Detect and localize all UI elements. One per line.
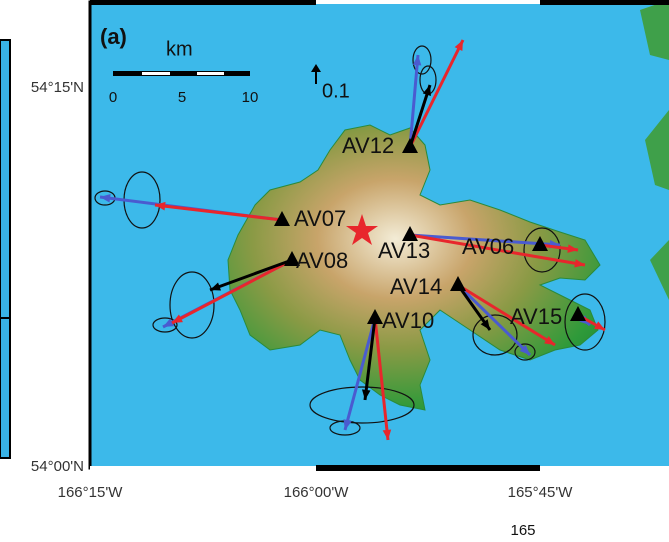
station-label: AV15 <box>510 304 562 329</box>
scale-tick: 5 <box>178 89 186 106</box>
station-label: AV12 <box>342 133 394 158</box>
figure: (a) km 0 5 10 0.1 54°15'N 54°00'N 166°15… <box>0 0 669 542</box>
scale-tick: 0 <box>109 89 117 106</box>
page-number: 165 <box>510 522 535 539</box>
scale-tick: 10 <box>242 89 259 106</box>
station-label: AV06 <box>462 234 514 259</box>
scale-unit: km <box>166 38 193 60</box>
station-label: AV10 <box>382 308 434 333</box>
reference-vector: 0.1 <box>322 80 350 102</box>
lat-label: 54°15'N <box>31 79 84 96</box>
lat-label: 54°00'N <box>31 458 84 475</box>
station-label: AV08 <box>296 248 348 273</box>
lon-label: 166°15'W <box>58 484 124 501</box>
station-label: AV13 <box>378 238 430 263</box>
scale-bar-seg <box>197 72 224 75</box>
station-label: AV14 <box>390 274 442 299</box>
scale-bar-seg <box>142 72 170 75</box>
neighbor-panel <box>0 40 10 458</box>
panel-label: (a) <box>100 24 127 49</box>
station-label: AV07 <box>294 206 346 231</box>
lon-label: 165°45'W <box>508 484 574 501</box>
lon-label: 166°00'W <box>284 484 350 501</box>
scale-bar <box>113 71 250 76</box>
